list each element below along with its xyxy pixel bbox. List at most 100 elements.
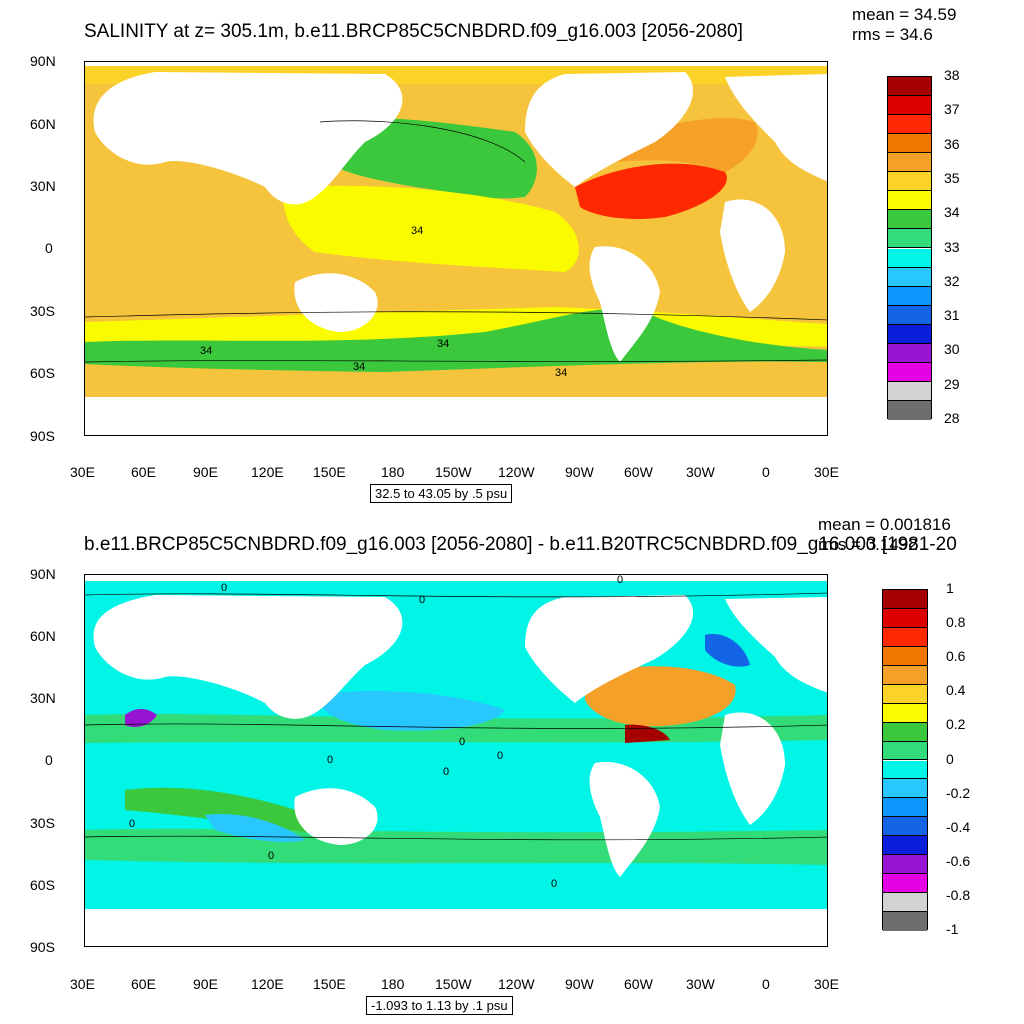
panel2-lat-label: 60N	[30, 628, 56, 644]
colorbar-segment	[883, 722, 927, 742]
panel2-lat-label: 90S	[30, 939, 55, 955]
panel2-contour-label: 0	[551, 878, 557, 890]
colorbar-label: 36	[944, 135, 960, 152]
colorbar-label: 33	[944, 238, 960, 255]
panel2-contour-label: 0	[268, 850, 274, 862]
panel1-lon-label: 0	[762, 464, 770, 480]
panel1-lat-label: 60N	[30, 116, 56, 132]
colorbar-label: 29	[944, 375, 960, 392]
panel2-lon-label: 180	[381, 976, 405, 992]
panel2-colorbar	[882, 589, 928, 931]
panel2-lon-label: 150E	[313, 976, 346, 992]
panel2-lon-label: 120E	[251, 976, 284, 992]
panel2-lon-label: 60E	[131, 976, 156, 992]
panel1-lat-label: 0	[45, 240, 53, 256]
colorbar-label: 0.4	[946, 682, 966, 699]
colorbar-label: 31	[944, 307, 960, 324]
colorbar-segment	[888, 381, 931, 401]
colorbar-label: 32	[944, 272, 960, 289]
panel1-lon-label: 30E	[814, 464, 839, 480]
colorbar-segment	[883, 590, 927, 609]
colorbar-label: -0.8	[946, 886, 971, 903]
colorbar-segment	[883, 817, 927, 837]
colorbar-label: 38	[944, 67, 960, 83]
colorbar-label: 34	[944, 204, 960, 221]
panel2-lon-label: 90E	[193, 976, 218, 992]
panel1-contour-label: 34	[411, 225, 423, 237]
colorbar-segment	[883, 912, 927, 931]
panel2-title: b.e11.BRCP85C5CNBDRD.f09_g16.003 [2056-2…	[84, 534, 957, 555]
colorbar-label: 35	[944, 169, 960, 186]
panel2-lat-label: 0	[45, 752, 53, 768]
colorbar-label: -1	[946, 921, 959, 937]
colorbar-segment	[888, 115, 931, 135]
panel2-lat-label: 30N	[30, 690, 56, 706]
panel2-lon-label: 30W	[686, 976, 715, 992]
colorbar-segment	[883, 836, 927, 856]
panel2-contour-label: 0	[443, 766, 449, 778]
panel1-lat-label: 90N	[30, 53, 56, 69]
colorbar-segment	[888, 210, 931, 230]
panel1-lon-label: 120E	[251, 464, 284, 480]
panel1-lon-label: 30W	[686, 464, 715, 480]
colorbar-segment	[883, 760, 927, 780]
panel2-lon-label: 90W	[565, 976, 594, 992]
colorbar-label: -0.6	[946, 852, 971, 869]
colorbar-segment	[883, 608, 927, 628]
panel2-contour-label: 0	[221, 582, 227, 594]
panel2-contour-label: 0	[617, 575, 623, 586]
panel1-rms: rms = 34.6	[852, 25, 933, 44]
colorbar-segment	[883, 684, 927, 704]
panel1-lat-label: 90S	[30, 428, 55, 444]
colorbar-label: -0.2	[946, 784, 971, 801]
colorbar-segment	[883, 798, 927, 818]
panel1-map: 34 34 34 34 34	[84, 61, 828, 436]
colorbar-label: 0.6	[946, 648, 966, 665]
panel2-rms: rms = 0.1492	[818, 535, 918, 554]
colorbar-segment	[888, 96, 931, 116]
panel1-lat-label: 30N	[30, 178, 56, 194]
colorbar-segment	[888, 343, 931, 363]
colorbar-segment	[888, 400, 931, 420]
panel1-colorbar	[887, 76, 932, 420]
colorbar-segment	[883, 855, 927, 875]
panel2-contour-label: 0	[419, 594, 425, 606]
colorbar-label: 1	[946, 580, 954, 596]
colorbar-label: 0	[946, 750, 954, 767]
colorbar-label: 30	[944, 341, 960, 358]
panel1-lon-label: 60E	[131, 464, 156, 480]
colorbar-segment	[883, 893, 927, 913]
panel2-map: 0 0 0 0 0 0 0 0 0 0	[84, 574, 828, 947]
panel1-contour-label: 34	[437, 338, 449, 350]
colorbar-segment	[888, 229, 931, 249]
panel1-mean: mean = 34.59	[852, 5, 957, 24]
colorbar-segment	[883, 703, 927, 723]
colorbar-segment	[888, 248, 931, 268]
colorbar-segment	[888, 172, 931, 192]
colorbar-segment	[883, 665, 927, 685]
colorbar-label: 0.8	[946, 614, 966, 631]
panel1-lon-label: 60W	[624, 464, 653, 480]
panel2-contour-label: 0	[459, 736, 465, 748]
colorbar-label: 28	[944, 410, 960, 426]
panel1-lat-label: 60S	[30, 365, 55, 381]
colorbar-segment	[888, 286, 931, 306]
colorbar-segment	[888, 77, 931, 97]
panel2-range-note: -1.093 to 1.13 by .1 psu	[366, 996, 513, 1015]
colorbar-segment	[888, 324, 931, 344]
panel2-contour-label: 0	[497, 750, 503, 762]
panel1-lon-label: 120W	[498, 464, 535, 480]
colorbar-segment	[883, 741, 927, 761]
colorbar-segment	[883, 874, 927, 894]
colorbar-segment	[888, 305, 931, 325]
colorbar-segment	[883, 646, 927, 666]
panel1-lon-label: 180	[381, 464, 405, 480]
panel2-lon-label: 30E	[814, 976, 839, 992]
panel1-contour-label: 34	[200, 345, 212, 357]
panel2-contour-label: 0	[129, 818, 135, 830]
panel2-lat-label: 90N	[30, 566, 56, 582]
colorbar-label: 37	[944, 101, 960, 118]
panel2-contour-label: 0	[327, 754, 333, 766]
panel1-title: SALINITY at z= 305.1m, b.e11.BRCP85C5CNB…	[84, 21, 743, 42]
panel1-lon-label: 150E	[313, 464, 346, 480]
